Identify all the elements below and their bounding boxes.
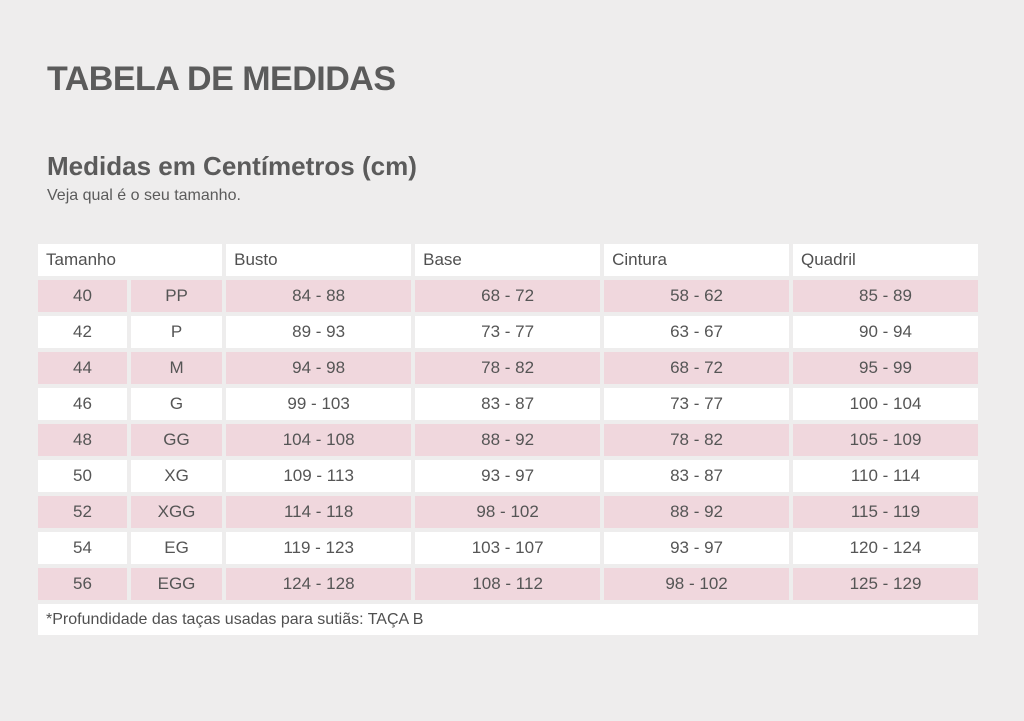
- size-table: Tamanho Busto Base Cintura Quadril 40 PP 8…: [34, 240, 982, 639]
- cell-busto: 94 - 98: [226, 352, 412, 384]
- cell-busto: 114 - 118: [226, 496, 412, 528]
- header-quadril: Quadril: [792, 244, 978, 276]
- cell-number: 52: [38, 496, 127, 528]
- cell-size: EG: [130, 532, 223, 564]
- cell-quadril: 90 - 94: [792, 316, 978, 348]
- table-row: 48 GG 104 - 108 88 - 92 78 - 82 105 - 109: [38, 424, 978, 456]
- cell-quadril: 95 - 99: [792, 352, 978, 384]
- cell-number: 40: [38, 280, 127, 312]
- table-row: 50 XG 109 - 113 93 - 97 83 - 87 110 - 114: [38, 460, 978, 492]
- cell-busto: 119 - 123: [226, 532, 412, 564]
- cell-quadril: 115 - 119: [792, 496, 978, 528]
- page-title: TABELA DE MEDIDAS: [47, 60, 396, 98]
- cell-cintura: 73 - 77: [604, 388, 789, 420]
- cell-number: 50: [38, 460, 127, 492]
- cell-cintura: 88 - 92: [604, 496, 789, 528]
- cell-base: 73 - 77: [415, 316, 601, 348]
- cell-size: XGG: [130, 496, 223, 528]
- cell-cintura: 58 - 62: [604, 280, 789, 312]
- cell-cintura: 68 - 72: [604, 352, 789, 384]
- size-table-body: Tamanho Busto Base Cintura Quadril 40 PP 8…: [38, 244, 978, 600]
- table-row: 44 M 94 - 98 78 - 82 68 - 72 95 - 99: [38, 352, 978, 384]
- cell-number: 56: [38, 568, 127, 600]
- table-header-row: Tamanho Busto Base Cintura Quadril: [38, 244, 978, 276]
- cell-cintura: 78 - 82: [604, 424, 789, 456]
- header-base: Base: [415, 244, 601, 276]
- cell-base: 78 - 82: [415, 352, 601, 384]
- cell-busto: 109 - 113: [226, 460, 412, 492]
- cell-number: 46: [38, 388, 127, 420]
- cell-busto: 89 - 93: [226, 316, 412, 348]
- table-row: 46 G 99 - 103 83 - 87 73 - 77 100 - 104: [38, 388, 978, 420]
- cell-size: PP: [130, 280, 223, 312]
- table-row: 54 EG 119 - 123 103 - 107 93 - 97 120 - 124: [38, 532, 978, 564]
- cell-quadril: 105 - 109: [792, 424, 978, 456]
- size-hint: Veja qual é o seu tamanho.: [47, 187, 241, 204]
- cell-busto: 84 - 88: [226, 280, 412, 312]
- header-cintura: Cintura: [604, 244, 789, 276]
- cell-number: 42: [38, 316, 127, 348]
- cell-base: 93 - 97: [415, 460, 601, 492]
- cell-base: 108 - 112: [415, 568, 601, 600]
- cell-size: EGG: [130, 568, 223, 600]
- cell-number: 44: [38, 352, 127, 384]
- table-row: 42 P 89 - 93 73 - 77 63 - 67 90 - 94: [38, 316, 978, 348]
- header-busto: Busto: [226, 244, 412, 276]
- table-row: 52 XGG 114 - 118 98 - 102 88 - 92 115 - 119: [38, 496, 978, 528]
- footnote-row: *Profundidade das taças usadas para suti…: [38, 604, 978, 635]
- cell-cintura: 83 - 87: [604, 460, 789, 492]
- cell-cintura: 63 - 67: [604, 316, 789, 348]
- cell-quadril: 120 - 124: [792, 532, 978, 564]
- footnote: *Profundidade das taças usadas para suti…: [38, 604, 978, 635]
- header-tamanho: Tamanho: [38, 244, 223, 276]
- cell-busto: 104 - 108: [226, 424, 412, 456]
- cell-size: GG: [130, 424, 223, 456]
- cell-busto: 99 - 103: [226, 388, 412, 420]
- cell-number: 54: [38, 532, 127, 564]
- cell-quadril: 100 - 104: [792, 388, 978, 420]
- cell-base: 83 - 87: [415, 388, 601, 420]
- cell-quadril: 85 - 89: [792, 280, 978, 312]
- cell-base: 103 - 107: [415, 532, 601, 564]
- section-subtitle: Medidas em Centímetros (cm): [47, 151, 417, 181]
- table-row: 40 PP 84 - 88 68 - 72 58 - 62 85 - 89: [38, 280, 978, 312]
- cell-size: M: [130, 352, 223, 384]
- cell-cintura: 98 - 102: [604, 568, 789, 600]
- table-row: 56 EGG 124 - 128 108 - 112 98 - 102 125 - 129: [38, 568, 978, 600]
- cell-base: 68 - 72: [415, 280, 601, 312]
- cell-quadril: 110 - 114: [792, 460, 978, 492]
- cell-number: 48: [38, 424, 127, 456]
- cell-cintura: 93 - 97: [604, 532, 789, 564]
- cell-busto: 124 - 128: [226, 568, 412, 600]
- cell-size: XG: [130, 460, 223, 492]
- cell-base: 98 - 102: [415, 496, 601, 528]
- cell-size: P: [130, 316, 223, 348]
- cell-size: G: [130, 388, 223, 420]
- cell-base: 88 - 92: [415, 424, 601, 456]
- cell-quadril: 125 - 129: [792, 568, 978, 600]
